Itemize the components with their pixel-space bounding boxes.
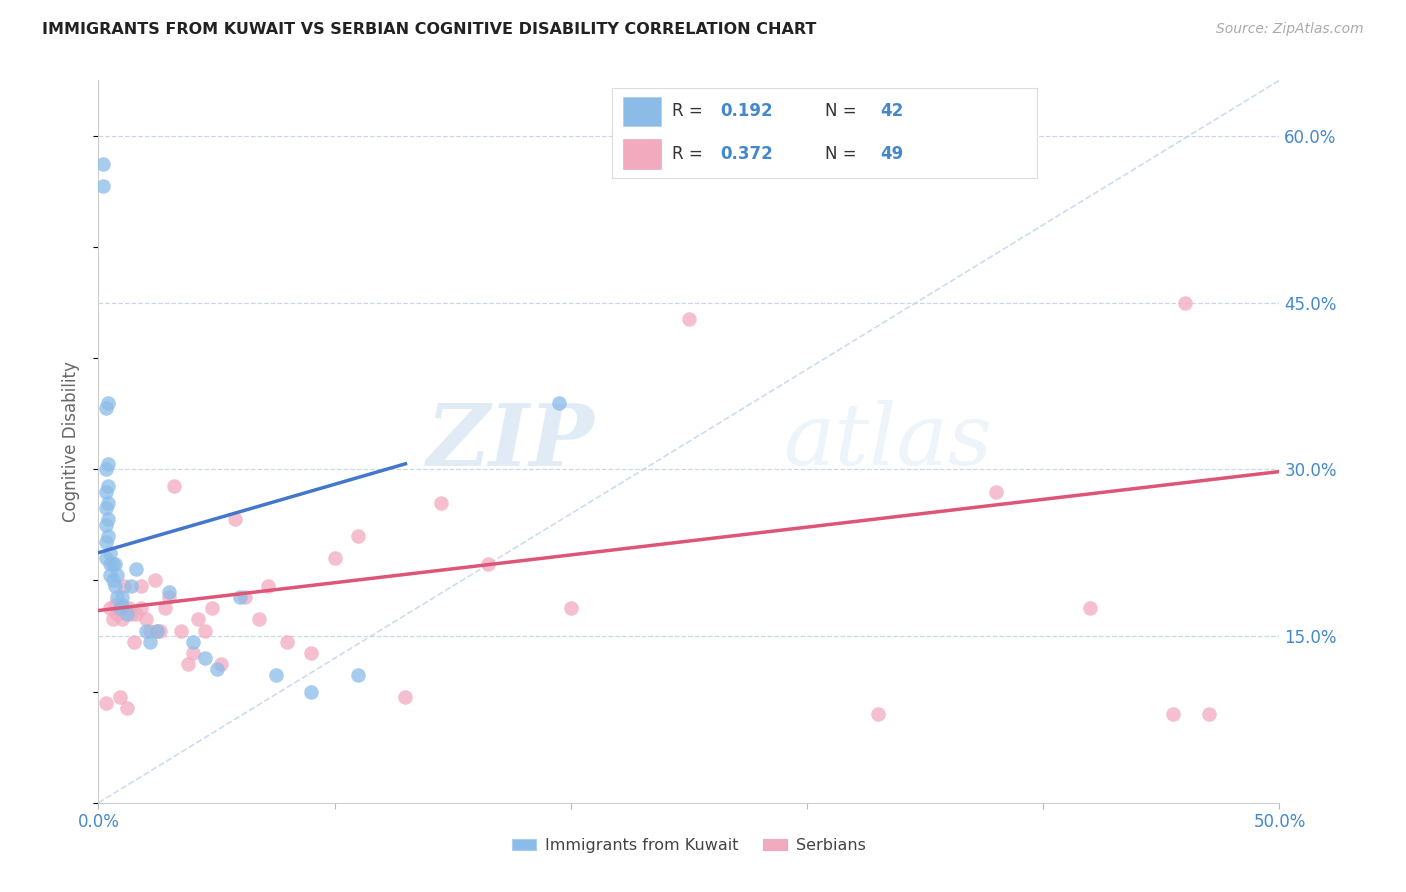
Point [121, 607, 143, 621]
Point [149, 624, 172, 638]
Text: ZIP: ZIP [426, 400, 595, 483]
Point [135, 624, 157, 638]
Point [97, 512, 120, 526]
Point [548, 395, 571, 409]
Point [247, 612, 270, 626]
Point [94, 534, 117, 549]
Point [209, 657, 232, 671]
Point [299, 646, 322, 660]
Point [129, 601, 152, 615]
Point [181, 634, 204, 648]
Point [1161, 706, 1184, 721]
Point [1080, 601, 1102, 615]
Point [146, 624, 169, 638]
Point [125, 562, 148, 576]
Point [98, 568, 121, 582]
Point [104, 598, 127, 612]
Point [477, 557, 499, 571]
Point [139, 624, 162, 638]
Point [94, 401, 117, 416]
Point [108, 690, 131, 705]
Point [146, 624, 169, 638]
Point [98, 601, 121, 615]
Point [121, 579, 143, 593]
Point [1198, 706, 1220, 721]
Point [98, 557, 121, 571]
Point [201, 601, 224, 615]
Point [264, 668, 287, 682]
Point [94, 462, 117, 476]
Point [101, 557, 124, 571]
Point [94, 484, 117, 499]
Point [98, 546, 121, 560]
Point [105, 568, 128, 582]
Point [257, 579, 280, 593]
Point [111, 598, 134, 612]
Point [105, 590, 128, 604]
Point [157, 584, 180, 599]
Point [115, 607, 138, 621]
Point [139, 634, 162, 648]
Point [111, 612, 134, 626]
Point [276, 634, 298, 648]
Point [229, 590, 252, 604]
Point [170, 624, 193, 638]
Point [135, 612, 157, 626]
Point [108, 601, 131, 615]
Point [94, 551, 117, 566]
Point [129, 579, 152, 593]
Point [97, 529, 120, 543]
Point [1174, 295, 1197, 310]
Point [157, 590, 180, 604]
Point [122, 634, 145, 648]
Point [97, 479, 120, 493]
Point [177, 657, 200, 671]
Point [347, 529, 370, 543]
Point [97, 496, 120, 510]
Point [194, 624, 217, 638]
Point [91, 178, 114, 193]
Y-axis label: Cognitive Disability: Cognitive Disability [62, 361, 80, 522]
Point [430, 496, 453, 510]
Point [94, 501, 117, 516]
Point [323, 551, 346, 566]
Point [678, 312, 700, 326]
Point [560, 601, 582, 615]
Point [866, 706, 889, 721]
Point [118, 601, 141, 615]
Legend: Immigrants from Kuwait, Serbians: Immigrants from Kuwait, Serbians [505, 832, 873, 860]
Point [163, 479, 186, 493]
Point [153, 601, 176, 615]
Point [115, 701, 138, 715]
Point [104, 557, 127, 571]
Point [125, 607, 148, 621]
Point [104, 579, 127, 593]
Point [394, 690, 416, 705]
Point [91, 156, 114, 170]
Point [205, 662, 228, 676]
Point [299, 684, 322, 698]
Point [143, 574, 166, 588]
Point [112, 579, 135, 593]
Text: Source: ZipAtlas.com: Source: ZipAtlas.com [1216, 22, 1364, 37]
Point [105, 607, 128, 621]
Point [233, 590, 256, 604]
Point [101, 612, 124, 626]
Point [94, 696, 117, 710]
Point [97, 395, 120, 409]
Point [101, 574, 124, 588]
Text: IMMIGRANTS FROM KUWAIT VS SERBIAN COGNITIVE DISABILITY CORRELATION CHART: IMMIGRANTS FROM KUWAIT VS SERBIAN COGNIT… [42, 22, 817, 37]
Point [984, 484, 1007, 499]
Point [194, 651, 217, 665]
Point [94, 517, 117, 532]
Point [97, 457, 120, 471]
Point [224, 512, 246, 526]
Point [111, 590, 134, 604]
Point [347, 668, 370, 682]
Point [181, 646, 204, 660]
Point [187, 612, 209, 626]
Text: atlas: atlas [783, 401, 993, 483]
